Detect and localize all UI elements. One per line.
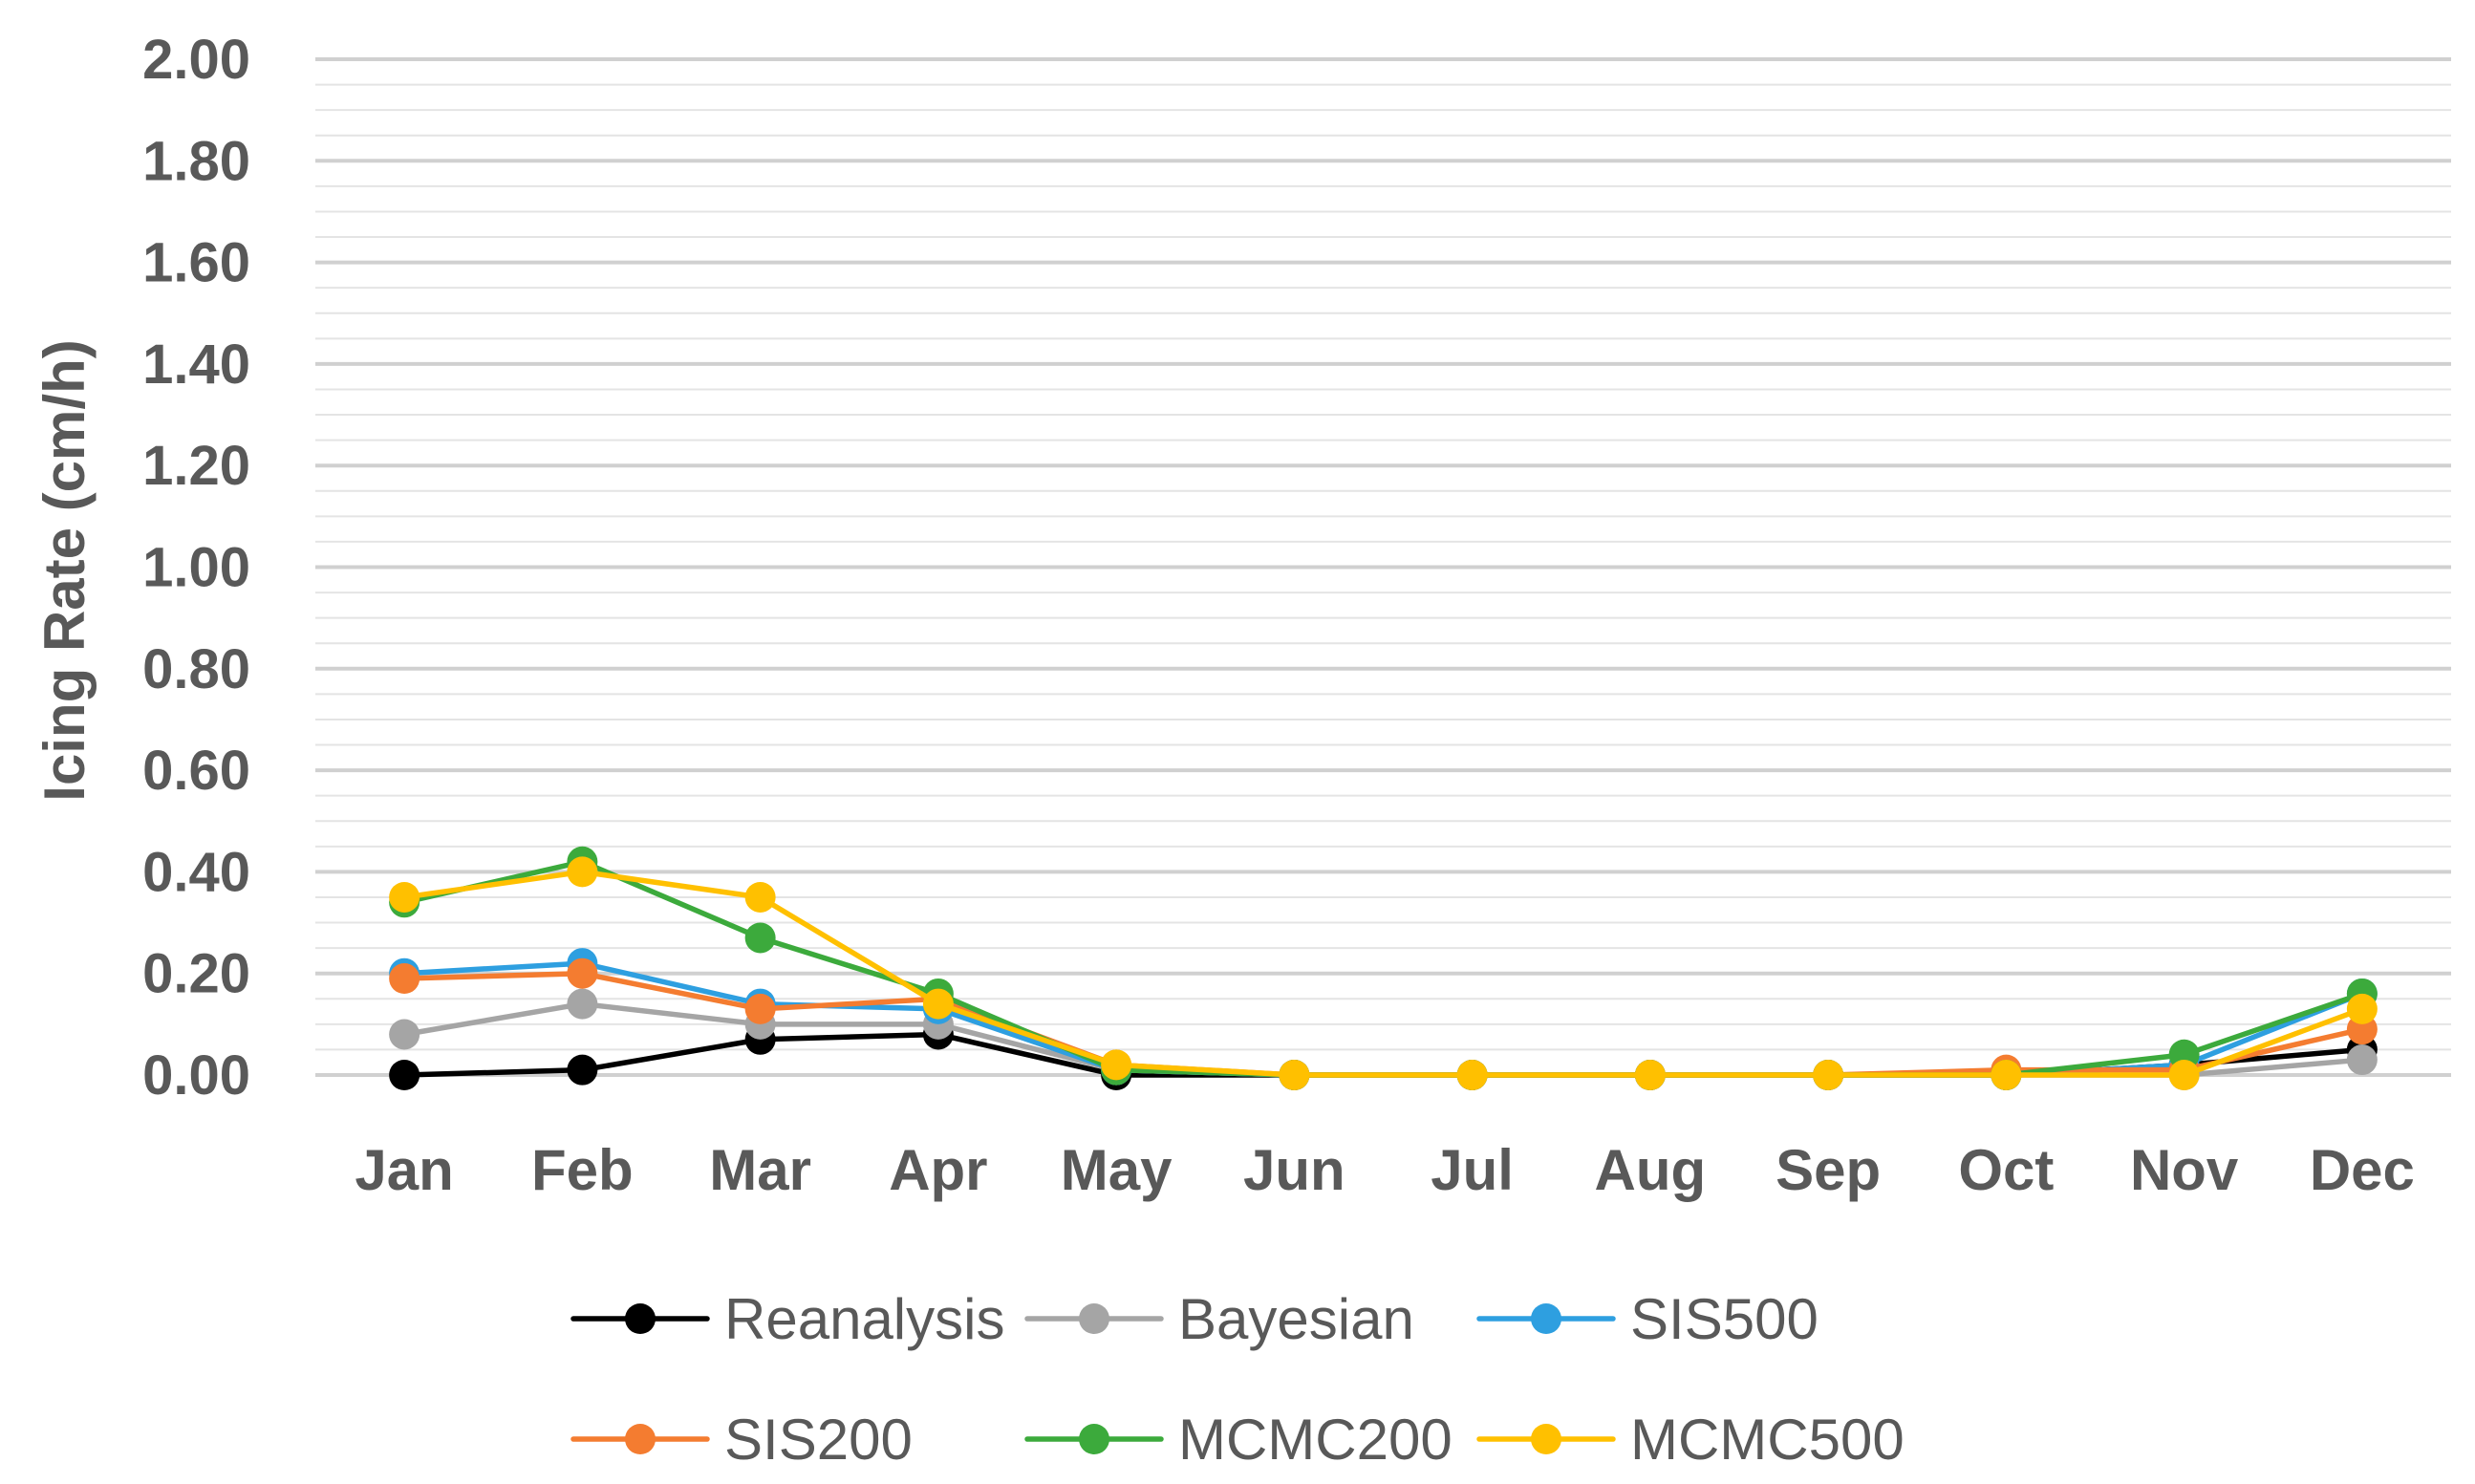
x-tick-label: Nov (2130, 1138, 2239, 1202)
legend-marker (625, 1303, 656, 1334)
data-point (389, 963, 420, 995)
legend-label: Reanalysis (724, 1287, 1004, 1351)
y-axis-title: Icing Rate (cm/h) (32, 339, 97, 801)
data-point (1279, 1060, 1310, 1090)
data-point (2168, 1060, 2200, 1090)
y-tick-label: 0.40 (142, 841, 250, 903)
legend-item: Reanalysis (570, 1287, 1004, 1351)
data-point (567, 1054, 598, 1086)
x-tick-label: May (1061, 1138, 1173, 1202)
x-tick-label: Jul (1431, 1138, 1514, 1202)
legend-item: SIS200 (570, 1408, 913, 1472)
legend-label: MCMC500 (1630, 1408, 1905, 1472)
x-tick-label: Feb (531, 1138, 634, 1202)
data-point (1101, 1049, 1132, 1081)
legend-item: SIS500 (1476, 1287, 1819, 1351)
y-tick-label: 0.80 (142, 638, 250, 700)
legend-label: SIS200 (724, 1408, 913, 1472)
legend-marker (1079, 1303, 1109, 1334)
x-tick-label: Oct (1958, 1138, 2054, 1202)
data-point (922, 988, 954, 1020)
data-point (744, 881, 776, 913)
x-tick-label: Jun (1243, 1138, 1345, 1202)
data-point (1634, 1060, 1666, 1090)
y-tick-label: 2.00 (142, 29, 250, 91)
gridlines (315, 57, 2451, 1077)
data-point (1991, 1060, 2022, 1090)
x-tick-label: Aug (1595, 1138, 1707, 1202)
x-tick-label: Jan (355, 1138, 453, 1202)
legend-item: Bayesian (1024, 1287, 1414, 1351)
x-axis-ticks: Jan Feb Mar Apr May Jun Jul Aug Sep Oct Nov Dec (355, 1138, 2414, 1202)
data-point (2346, 993, 2378, 1024)
data-point (744, 922, 776, 954)
legend-label: Bayesian (1178, 1287, 1414, 1351)
x-tick-label: Apr (889, 1138, 987, 1202)
legend: Reanalysis Bayesian SIS500 SIS200 MCMC200 MCM… (570, 1287, 1905, 1472)
series-line (401, 869, 2365, 1078)
y-axis-ticks: 0.00 0.20 0.40 0.60 0.80 1.00 1.20 1.40 1.60 1.80… (142, 29, 250, 1107)
data-point (567, 957, 598, 989)
x-tick-label: Mar (709, 1138, 811, 1202)
data-point (567, 856, 598, 888)
legend-marker (625, 1424, 656, 1454)
series-line (401, 859, 2365, 1078)
y-tick-label: 0.00 (142, 1044, 250, 1107)
y-tick-label: 0.20 (142, 943, 250, 1005)
legend-marker (1531, 1424, 1561, 1454)
series-mcmc500 (389, 856, 2378, 1090)
data-point (389, 1019, 420, 1050)
y-tick-label: 1.20 (142, 435, 250, 497)
y-tick-label: 1.00 (142, 537, 250, 599)
legend-item: MCMC200 (1024, 1408, 1453, 1472)
data-point (389, 881, 420, 913)
data-point (567, 988, 598, 1020)
x-tick-label: Dec (2310, 1138, 2415, 1202)
data-point (2346, 1044, 2378, 1076)
y-tick-label: 1.60 (142, 232, 250, 294)
y-tick-label: 1.80 (142, 130, 250, 192)
data-point (1456, 1060, 1488, 1090)
legend-label: MCMC200 (1178, 1408, 1453, 1472)
x-tick-label: Sep (1776, 1138, 1881, 1202)
data-point (744, 993, 776, 1024)
legend-marker (1531, 1303, 1561, 1334)
data-point (1813, 1060, 1844, 1090)
data-point (389, 1060, 420, 1090)
legend-item: MCMC500 (1476, 1408, 1905, 1472)
series-line (401, 1000, 2365, 1078)
y-tick-label: 0.60 (142, 740, 250, 802)
series-reanalysis (389, 1019, 2378, 1090)
y-tick-label: 1.40 (142, 333, 250, 396)
legend-label: SIS500 (1630, 1287, 1819, 1351)
series-layer (389, 846, 2378, 1090)
legend-marker (1079, 1424, 1109, 1454)
